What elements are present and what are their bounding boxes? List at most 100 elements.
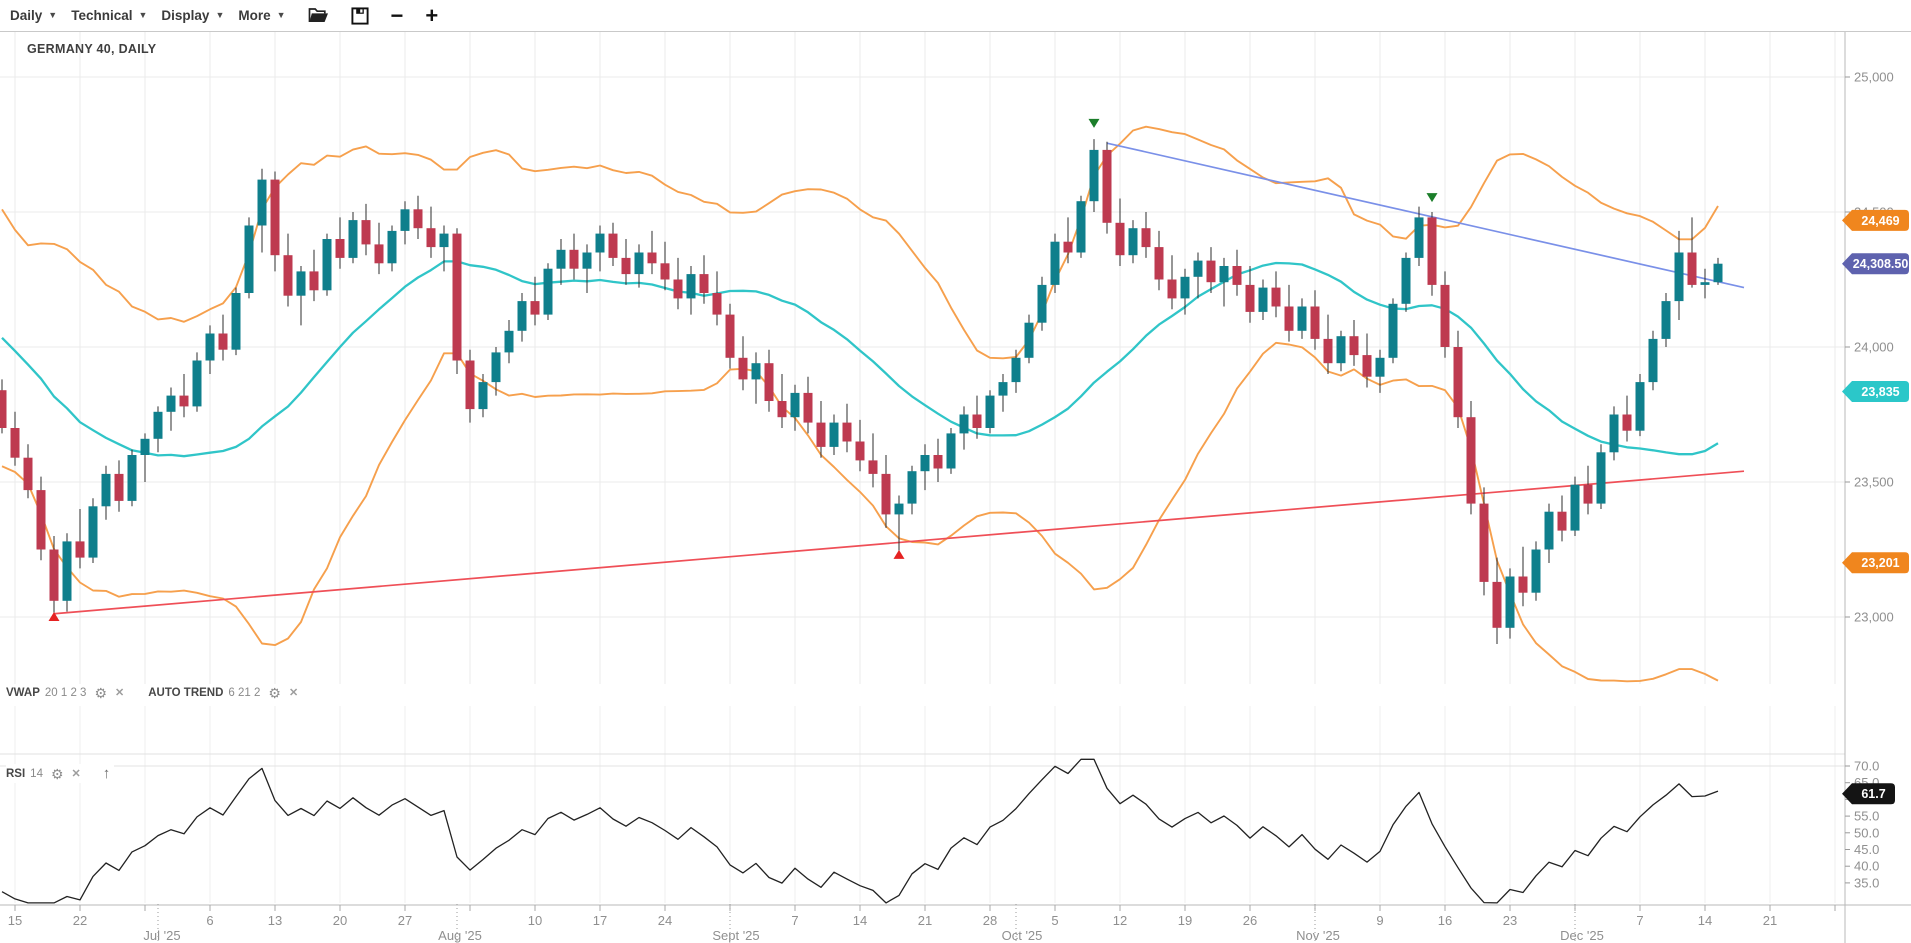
candle [998,382,1008,396]
vwap-settings-gear-icon[interactable]: ⚙ [94,684,108,701]
autotrend-settings-gear-icon[interactable]: ⚙ [268,684,281,701]
candle [1687,252,1697,285]
menu-display[interactable]: Display ▼ [161,8,224,23]
candle [1531,549,1541,593]
candle [881,473,891,515]
candle [400,209,410,231]
candle [179,395,189,407]
rsi-strip: RSI 14 ⚙ ✕ ↑ [6,764,115,783]
panel-borders [0,32,1911,943]
buy-signal-triangle-icon [893,549,905,559]
date-tick-label: 23 [1503,913,1517,928]
date-tick-label: 6 [206,913,213,928]
svg-text:24,000: 24,000 [1854,340,1894,355]
candle [1063,241,1073,253]
autotrend-remove-icon[interactable]: ✕ [288,687,299,699]
menu-technical[interactable]: Technical ▼ [71,8,147,23]
candle [1492,581,1502,628]
svg-text:23,500: 23,500 [1854,475,1894,490]
candle [452,233,462,361]
candle [1219,266,1229,283]
menu-timeframe-daily[interactable]: Daily ▼ [10,8,57,23]
candle [1011,357,1021,383]
candle [1479,503,1489,582]
candle [140,438,150,455]
svg-text:24,469: 24,469 [1861,214,1899,228]
vwap-remove-icon[interactable]: ✕ [115,687,125,699]
candle [1362,355,1372,377]
indicator-strip: VWAP 20 1 2 3 ⚙ ✕ AUTO TREND 6 21 2 ⚙ ✕ [6,684,303,701]
candle [1167,279,1177,299]
candle [829,422,839,447]
candlestick-series [0,139,1723,644]
date-axis: 15 22 6 13 20 27 10 17 24 7 14 21 28 5 12 19 26 9 16 23 7 14 2… [8,904,1836,943]
candle [738,357,748,380]
candle [868,460,878,474]
candle [920,455,930,472]
candle [1596,452,1606,504]
date-tick-label: 14 [853,913,867,928]
date-tick-label: 28 [983,913,997,928]
candle [855,441,865,461]
candle [374,244,384,264]
candle [543,268,553,315]
candle [205,333,215,361]
price-badge: 61.7 [1842,783,1895,805]
month-tick-label: Dec '25 [1560,928,1604,943]
month-tick-label: Oct '25 [1002,928,1043,943]
rsi-remove-icon[interactable]: ✕ [71,768,81,780]
candle [972,414,982,428]
candle [1050,241,1060,285]
candle [1024,322,1034,358]
svg-text:61.7: 61.7 [1861,787,1885,801]
candle [23,457,33,491]
open-chart-icon[interactable] [308,7,329,24]
candle [959,414,969,434]
candle [426,228,436,248]
date-tick-label: 15 [8,913,22,928]
date-tick-label: 20 [333,913,347,928]
candle [478,382,488,410]
auto-trend-resistance-line[interactable] [1106,142,1745,289]
menu-more[interactable]: More ▼ [238,8,285,23]
trade-signal-markers [48,118,1438,621]
candle [1310,306,1320,339]
candle [660,263,670,280]
candle [1323,338,1333,364]
date-tick-label: 9 [1376,913,1383,928]
candle [647,252,657,264]
price-badge: 23,835 [1842,381,1909,403]
candle [530,301,540,315]
candle [894,503,904,515]
candle [0,390,7,428]
chevron-down-icon: ▼ [215,9,225,20]
svg-text:70.0: 70.0 [1854,759,1879,774]
rsi-settings-gear-icon[interactable]: ⚙ [50,765,64,782]
candle [1102,149,1112,223]
zoom-in-icon[interactable]: + [425,2,439,28]
svg-text:23,000: 23,000 [1854,610,1894,625]
zoom-out-icon[interactable]: − [390,2,404,28]
rsi-move-up-icon[interactable]: ↑ [102,765,111,782]
candle [244,225,254,293]
candle [1583,484,1593,504]
candle [153,411,163,439]
menu-technical-label: Technical [71,8,133,23]
menu-timeframe-label: Daily [10,8,43,23]
candle [608,233,618,258]
candle [413,209,423,229]
candle [1661,301,1671,339]
save-chart-icon[interactable] [350,6,369,25]
candle [946,433,956,469]
candle [1206,260,1216,283]
chevron-down-icon: ▼ [138,9,148,20]
candle [1414,217,1424,258]
chart-title: GERMANY 40, DAILY [27,42,157,56]
svg-text:35.0: 35.0 [1854,875,1879,890]
candle [192,360,202,407]
candle [569,249,579,269]
date-tick-label: 17 [593,913,607,928]
candle [1388,303,1398,358]
